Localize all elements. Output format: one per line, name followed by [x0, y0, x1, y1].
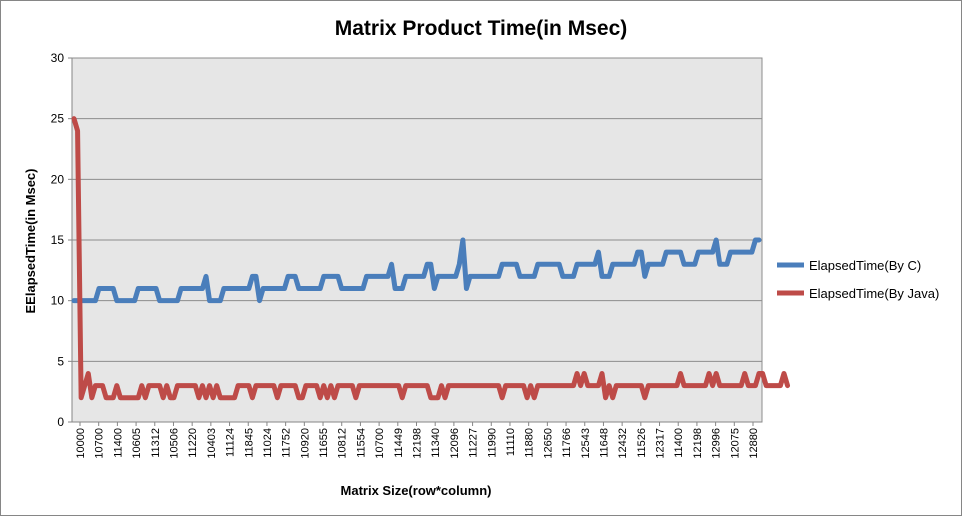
x-tick-label: 11024 [262, 428, 274, 458]
x-tick-label: 12075 [729, 428, 741, 459]
x-tick-label: 10605 [131, 428, 143, 459]
x-tick-label: 11990 [486, 428, 498, 458]
x-tick-label: 10403 [206, 428, 218, 459]
x-tick-label: 12543 [580, 428, 592, 459]
x-tick-label: 12198 [692, 428, 704, 459]
x-axis-label: Matrix Size(row*column) [341, 483, 492, 498]
y-tick-label: 5 [57, 354, 64, 368]
series-line-2 [71, 116, 791, 401]
y-tick-label: 0 [57, 415, 64, 429]
y-tick-label: 15 [51, 233, 65, 247]
y-tick-label: 30 [51, 51, 65, 65]
x-tick-label: 10700 [94, 428, 106, 459]
x-tick-label: 10700 [374, 428, 386, 459]
x-tick-label: 12432 [617, 428, 629, 459]
y-tick-label: 10 [51, 294, 65, 308]
x-tick-label: 12996 [711, 428, 723, 459]
x-tick-label: 11752 [281, 428, 293, 458]
chart-title: Matrix Product Time(in Msec) [335, 17, 628, 40]
y-axis: 0 5 10 15 20 25 30 [51, 51, 73, 429]
x-tick-label: 11340 [430, 428, 442, 458]
y-axis-label: EElapsedTime(in Msec) [23, 169, 38, 314]
x-tick-label: 11449 [393, 428, 405, 458]
x-tick-label: 11526 [636, 428, 648, 458]
series-line-1 [71, 237, 762, 304]
x-tick-label: 11110 [505, 428, 517, 456]
x-tick-label: 12096 [449, 428, 461, 459]
x-tick-label: 12650 [542, 428, 554, 459]
x-tick-label: 11400 [112, 428, 124, 458]
legend-label-2: ElapsedTime(By Java) [809, 286, 939, 301]
x-tick-label: 10506 [168, 428, 180, 459]
x-axis: 10000 10700 11400 10605 11312 10506 11220 10403… [72, 421, 762, 459]
x-tick-label: 10920 [299, 428, 311, 459]
x-tick-label: 11220 [187, 428, 199, 458]
x-tick-label: 11124 [225, 428, 237, 457]
y-tick-label: 25 [51, 112, 65, 126]
x-tick-label: 11655 [318, 428, 330, 458]
series-layer [71, 116, 791, 401]
x-tick-label: 11554 [355, 428, 367, 458]
x-tick-label: 11766 [561, 428, 573, 458]
x-tick-label: 11227 [468, 428, 480, 458]
x-tick-label: 11648 [598, 428, 610, 458]
y-tick-label: 20 [51, 172, 65, 186]
x-tick-label: 12880 [748, 428, 760, 459]
x-tick-label: 11400 [673, 428, 685, 458]
legend: ElapsedTime(By C) ElapsedTime(By Java) [777, 258, 939, 301]
x-tick-label: 11845 [243, 428, 255, 458]
legend-label-1: ElapsedTime(By C) [809, 258, 921, 273]
x-tick-label: 11312 [150, 428, 162, 458]
x-tick-label: 12198 [412, 428, 424, 459]
x-tick-label: 11880 [524, 428, 536, 458]
x-tick-label: 10000 [75, 428, 87, 459]
plot-area [71, 57, 763, 423]
x-tick-label: 10812 [337, 428, 349, 459]
x-tick-label: 12317 [655, 428, 667, 459]
